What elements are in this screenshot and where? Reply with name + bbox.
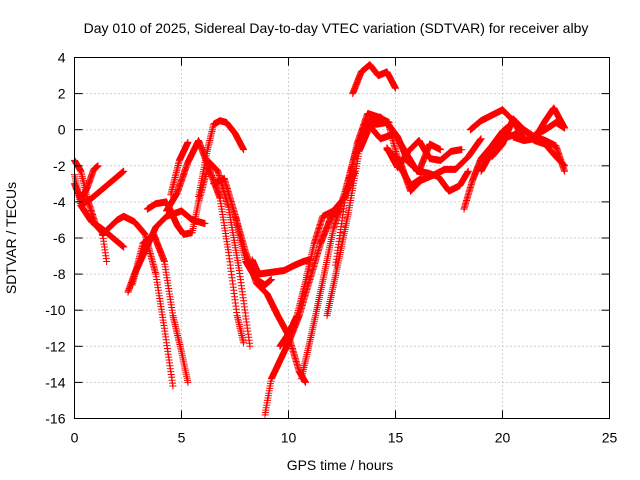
y-tick-label: 0 xyxy=(58,122,66,138)
x-tick-label: 10 xyxy=(281,430,297,446)
y-tick-label: -2 xyxy=(53,158,66,174)
series-arc-26 xyxy=(460,122,513,213)
x-tick-label: 20 xyxy=(495,430,511,446)
series-markers xyxy=(71,171,128,251)
series-arc-9 xyxy=(163,137,248,347)
x-tick-label: 0 xyxy=(71,430,79,446)
series-markers xyxy=(163,137,248,347)
y-tick-label: 4 xyxy=(58,50,66,66)
x-tick-label: 15 xyxy=(388,430,404,446)
series-markers xyxy=(349,61,399,98)
series-arc-31 xyxy=(531,119,569,139)
series-markers xyxy=(531,119,569,139)
y-tick-label: -6 xyxy=(53,230,66,246)
series-arc-17 xyxy=(297,120,369,383)
y-tick-label: -12 xyxy=(45,338,65,354)
x-tick-label: 5 xyxy=(178,430,186,446)
series-arc-14 xyxy=(248,256,314,278)
series-markers xyxy=(248,256,314,278)
y-axis-label: SDTVAR / TECUs xyxy=(3,182,19,294)
series-markers xyxy=(128,230,192,386)
y-tick-label: -16 xyxy=(45,411,65,427)
y-tick-label: -8 xyxy=(53,266,66,282)
y-tick-label: 2 xyxy=(58,86,66,102)
series-arc-20 xyxy=(349,61,399,98)
x-axis-label: GPS time / hours xyxy=(287,457,394,473)
x-tick-label: 25 xyxy=(602,430,618,446)
y-tick-label: -10 xyxy=(45,302,65,318)
series-arc-4 xyxy=(71,171,128,251)
series-markers xyxy=(477,126,569,175)
axis-ticks: -16 -14 -12 -10 -8 -6 -4 -2 0 2 4 0 5 10 15 20 25 xyxy=(45,50,617,446)
series-markers xyxy=(98,212,177,390)
series-markers xyxy=(460,122,513,213)
chart-title: Day 010 of 2025, Sidereal Day-to-day VTE… xyxy=(84,20,589,36)
series-arc-11 xyxy=(195,117,248,200)
series-markers xyxy=(297,120,369,383)
series-markers xyxy=(195,117,248,200)
series-arc-10 xyxy=(167,138,192,199)
series-markers xyxy=(167,138,192,199)
y-tick-label: -4 xyxy=(53,194,66,210)
series-arc-5 xyxy=(98,212,177,390)
y-tick-label: -14 xyxy=(45,374,65,390)
series-arc-7 xyxy=(128,230,192,386)
series-arc-25 xyxy=(383,135,485,195)
series-markers xyxy=(383,135,485,195)
series-arc-28 xyxy=(477,126,569,175)
data-series xyxy=(71,61,569,419)
